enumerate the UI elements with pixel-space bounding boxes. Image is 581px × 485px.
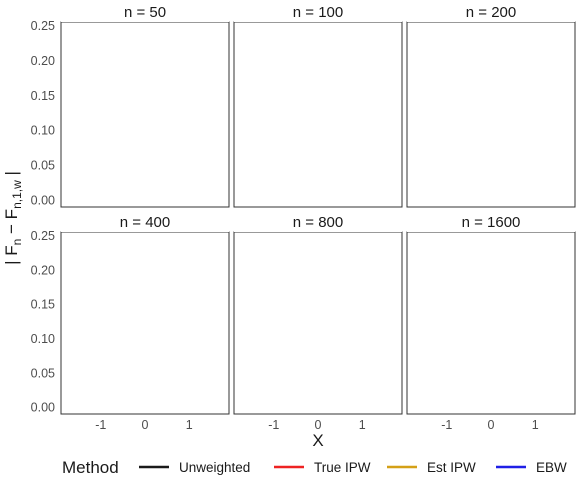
facet-panel: n = 400 bbox=[60, 212, 230, 415]
legend-label: Unweighted bbox=[179, 460, 250, 475]
x-axis-title: X bbox=[312, 431, 323, 450]
facet-strip bbox=[61, 2, 229, 22]
panel-border bbox=[60, 21, 230, 208]
panel-border bbox=[406, 231, 576, 415]
x-tick-label: 1 bbox=[186, 418, 193, 432]
x-tick-label: 0 bbox=[142, 418, 149, 432]
y-tick-label: 0.00 bbox=[31, 194, 55, 208]
y-axis-tick-labels: 0.00 0.05 0.10 0.15 0.20 0.25 0.00 0.05 0.10 0.15… bbox=[31, 19, 55, 415]
facet-strip bbox=[61, 212, 229, 232]
facet-panel: n = 100 bbox=[233, 2, 403, 208]
facet-strip bbox=[407, 2, 575, 22]
y-tick-label: 0.10 bbox=[31, 124, 55, 138]
y-title-end: | bbox=[2, 171, 21, 180]
facet-panel: n = 1600 bbox=[406, 212, 576, 415]
facet-title: n = 50 bbox=[124, 4, 166, 21]
y-tick-label: 0.10 bbox=[31, 332, 55, 346]
x-tick-label: 0 bbox=[488, 418, 495, 432]
facet-strip bbox=[407, 212, 575, 232]
facet-panel: n = 800 bbox=[233, 212, 403, 415]
x-tick-label: -1 bbox=[268, 418, 279, 432]
y-tick-label: 0.15 bbox=[31, 298, 55, 312]
y-title-mid: − F bbox=[2, 209, 21, 239]
x-tick-label: 1 bbox=[359, 418, 366, 432]
facet-title: n = 1600 bbox=[462, 214, 521, 231]
facet-title: n = 800 bbox=[293, 214, 343, 231]
facet-title: n = 200 bbox=[466, 4, 516, 21]
y-tick-label: 0.25 bbox=[31, 229, 55, 243]
y-title-sub2: n,1,w bbox=[10, 180, 24, 209]
facet-panels: n = 50 n = 100 n = 200 n = 400 n = 800 n = 16… bbox=[60, 2, 576, 415]
facet-strip bbox=[234, 212, 402, 232]
panel-border bbox=[406, 21, 576, 208]
y-tick-label: 0.15 bbox=[31, 89, 55, 103]
panel-border bbox=[233, 231, 403, 415]
panel-border bbox=[233, 21, 403, 208]
facet-title: n = 400 bbox=[120, 214, 170, 231]
x-tick-label: -1 bbox=[95, 418, 106, 432]
x-axis-tick-labels: -1 0 1 -1 0 1 -1 0 1 bbox=[95, 418, 539, 432]
x-tick-label: 0 bbox=[315, 418, 322, 432]
y-tick-label: 0.05 bbox=[31, 159, 55, 173]
y-tick-label: 0.00 bbox=[31, 401, 55, 415]
facet-strip bbox=[234, 2, 402, 22]
y-tick-label: 0.20 bbox=[31, 263, 55, 277]
y-tick-label: 0.05 bbox=[31, 366, 55, 380]
legend: Method Unweighted True IPW Est IPW EBW bbox=[62, 458, 567, 477]
legend-label: True IPW bbox=[314, 460, 371, 475]
y-tick-label: 0.20 bbox=[31, 54, 55, 68]
legend-title: Method bbox=[62, 458, 119, 477]
y-tick-label: 0.25 bbox=[31, 19, 55, 33]
facet-title: n = 100 bbox=[293, 4, 343, 21]
y-axis-title: | Fn − Fn,1,w | bbox=[2, 171, 24, 265]
legend-label: EBW bbox=[536, 460, 567, 475]
x-tick-label: 1 bbox=[532, 418, 539, 432]
legend-label: Est IPW bbox=[427, 460, 476, 475]
y-title-sub1: n bbox=[10, 239, 24, 246]
facet-panel: n = 200 bbox=[406, 2, 576, 208]
facet-panel: n = 50 bbox=[60, 2, 230, 208]
x-tick-label: -1 bbox=[441, 418, 452, 432]
panel-border bbox=[60, 231, 230, 415]
y-title-base: | F bbox=[2, 245, 21, 265]
